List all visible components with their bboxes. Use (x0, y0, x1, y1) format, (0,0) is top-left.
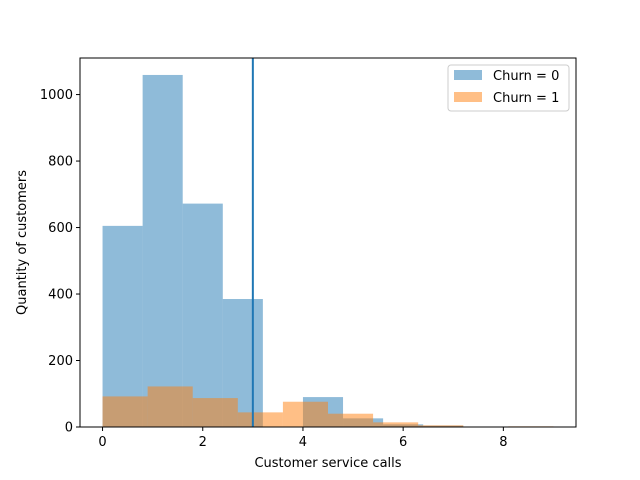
bar-series-1-bin-2 (192, 398, 238, 427)
bar-series-1-bin-6 (373, 422, 419, 427)
x-axis: 0 2 4 6 8 (98, 427, 507, 450)
y-tick-label: 0 (65, 421, 73, 436)
bar-series-1-bin-0 (102, 396, 148, 427)
plot-frame (79, 57, 577, 428)
y-axis: 0 200 400 600 800 1000 (40, 88, 80, 436)
legend: Churn = 0 Churn = 1 (447, 64, 570, 112)
y-tick-label: 400 (48, 288, 73, 303)
legend-swatch-churn-1 (454, 92, 482, 102)
bar-series-1-bin-5 (328, 413, 374, 427)
bar-series-1-bin-4 (282, 401, 328, 427)
bar-series-1-bin-7 (418, 425, 464, 427)
y-tick-label: 1000 (40, 88, 73, 103)
legend-label-churn-0: Churn = 0 (493, 69, 559, 84)
x-tick-label: 2 (199, 435, 207, 450)
x-tick-label: 8 (499, 435, 507, 450)
x-tick-label: 0 (98, 435, 106, 450)
bar-series-0-bin-1 (142, 74, 183, 428)
x-tick-label: 6 (399, 435, 407, 450)
y-tick-label: 600 (48, 221, 73, 236)
legend-swatch-churn-0 (454, 70, 482, 80)
y-tick-label: 200 (48, 354, 73, 369)
bar-series-1-bin-1 (147, 386, 193, 427)
bar-series-1-bin-3 (237, 412, 283, 427)
y-tick-label: 800 (48, 155, 73, 170)
legend-label-churn-1: Churn = 1 (493, 91, 559, 106)
x-axis-label: Customer service calls (254, 456, 401, 471)
bar-series-0-bin-0 (102, 225, 143, 427)
bars-layer (102, 74, 554, 428)
x-tick-label: 4 (299, 435, 307, 450)
y-axis-label: Quantity of customers (15, 170, 30, 315)
